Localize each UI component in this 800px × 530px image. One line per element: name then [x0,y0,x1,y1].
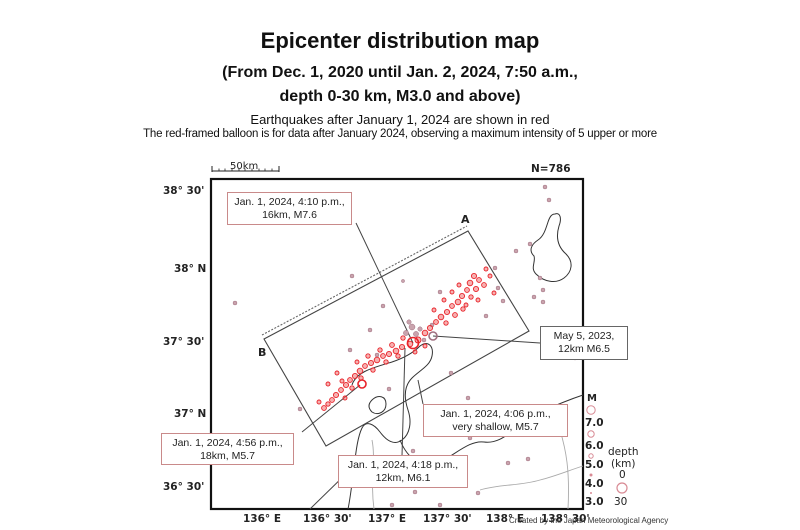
section-label-a: A [461,213,470,226]
balloon-m57-18km: Jan. 1, 2024, 4:56 p.m., 18km, M5.7 [161,433,294,465]
scale-bar: 50km [211,161,280,172]
subtitle-period: (From Dec. 1, 2020 until Jan. 2, 2024, 7… [222,64,578,81]
balloon-line: May 5, 2023, [553,330,615,342]
balloon-line: very shallow, M5.7 [452,421,539,433]
lon-label: 136° E [243,513,281,525]
balloon-line: 12km M6.5 [558,343,610,355]
cross-section-box [261,225,530,447]
legend-magnitude-value: 5.0 [585,459,604,471]
balloon-m65: May 5, 2023, 12km M6.5 [540,326,628,360]
legend-magnitude-title: M [587,393,597,404]
source-credit: Created by the Japan Meteorological Agen… [509,516,669,525]
balloon-line: Jan. 1, 2024, 4:06 p.m., [440,408,551,420]
legend-magnitude-value: 3.0 [585,496,604,508]
lon-label: 137° E [368,513,406,525]
depth-legend: depth (km) 0 30 [608,446,639,508]
lat-label: 38° N [174,263,206,275]
lon-label: 138° 30' [541,513,590,525]
recent-epicenters [316,266,497,411]
magnitude-legend: M 7.0 6.0 5.0 4.0 3.0 [585,393,604,508]
legend-depth-value: 0 [619,469,626,481]
lat-label: 36° 30' [163,481,204,493]
balloon-line: 18km, M5.7 [200,450,255,462]
balloon-line: Jan. 1, 2024, 4:18 p.m., [347,459,459,471]
lat-label: 37° N [174,408,206,420]
section-label-b: B [258,346,266,359]
latitude-labels: 38° 30' 38° N 37° 30' 37° N 36° 30' [163,185,206,493]
page-title: Epicenter distribution map [260,28,540,53]
lon-label: 137° 30' [423,513,472,525]
balloon-line: Jan. 1, 2024, 4:10 p.m., [234,196,345,208]
balloon-line: 12km, M6.1 [375,472,431,484]
legend-depth-value: 30 [614,496,627,508]
lat-label: 37° 30' [163,336,204,348]
lat-label: 38° 30' [163,185,204,197]
legend-depth-title: depth [608,446,639,458]
balloon-m76: Jan. 1, 2024, 4:10 p.m., 16km, M7.6 [227,192,352,225]
legend-magnitude-value: 6.0 [585,440,604,452]
note-red-epicenters: Earthquakes after January 1, 2024 are sh… [250,112,550,127]
balloon-line: Jan. 1, 2024, 4:56 p.m., [172,437,283,449]
balloon-line: 16km, M7.6 [262,209,317,221]
scale-label: 50km [230,161,258,172]
lon-label: 138° E [486,513,524,525]
legend-magnitude-value: 7.0 [585,417,604,429]
legend-magnitude-value: 4.0 [585,478,604,490]
subtitle-criteria: depth 0-30 km, M3.0 and above) [279,88,521,105]
event-count: N=786 [531,163,571,175]
legend-depth-unit: (km) [611,458,636,470]
balloon-m61: Jan. 1, 2024, 4:18 p.m., 12km, M6.1 [338,455,468,488]
note-red-balloons: The red-framed balloon is for data after… [143,128,657,140]
longitude-labels: 136° E 136° 30' 137° E 137° 30' 138° E 1… [243,513,590,525]
major-epicenters [357,331,438,389]
lon-label: 136° 30' [303,513,352,525]
balloon-m57-shallow: Jan. 1, 2024, 4:06 p.m., very shallow, M… [423,404,568,437]
